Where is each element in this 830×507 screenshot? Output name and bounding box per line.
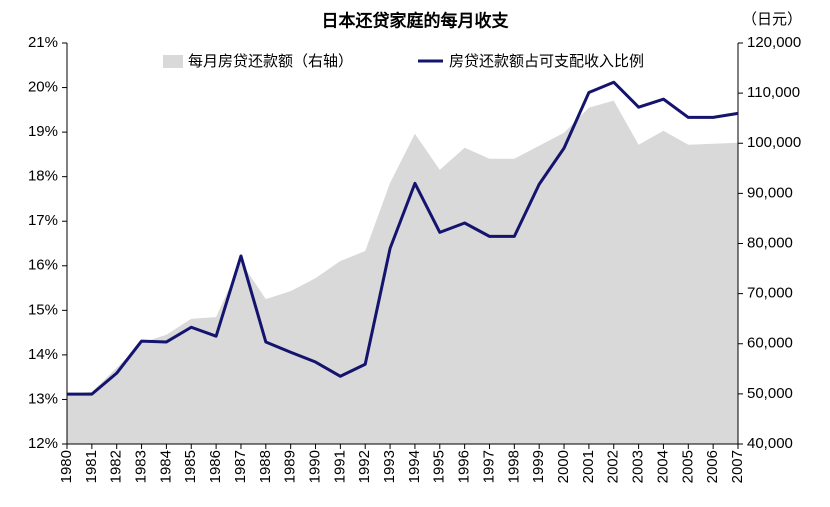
x-tick-label: 1995 (431, 450, 448, 483)
y2-tick-label: 100,000 (747, 134, 801, 151)
x-tick-label: 2000 (555, 450, 572, 483)
x-tick-label: 1991 (331, 450, 348, 483)
x-tick-label: 1998 (505, 450, 522, 483)
y-tick-label: 14% (28, 346, 58, 363)
x-tick-label: 1994 (406, 450, 423, 483)
x-tick-label: 1993 (381, 450, 398, 483)
legend-label: 房贷还款额占可支配收入比例 (449, 53, 644, 70)
x-tick-label: 1984 (157, 450, 174, 483)
y-tick-label: 16% (28, 257, 58, 274)
x-tick-label: 2002 (605, 450, 622, 483)
x-tick-label: 1983 (133, 450, 150, 483)
y2-tick-label: 110,000 (747, 84, 800, 101)
x-tick-label: 2004 (654, 450, 671, 483)
x-tick-label: 1997 (480, 450, 497, 483)
y2-tick-label: 40,000 (747, 435, 793, 452)
x-tick-label: 1986 (207, 450, 224, 483)
x-tick-label: 2005 (679, 450, 696, 483)
x-tick-label: 2007 (729, 450, 746, 483)
chart-title: 日本还贷家庭的每月收支 (322, 10, 510, 30)
y-tick-label: 19% (28, 123, 58, 140)
y-tick-label: 12% (28, 435, 58, 452)
x-tick-label: 1982 (108, 450, 125, 483)
y2-tick-label: 120,000 (747, 34, 801, 51)
y2-tick-label: 90,000 (747, 184, 793, 201)
y2-unit: （日元） (742, 11, 802, 28)
y-tick-label: 13% (28, 390, 58, 407)
x-tick-label: 1996 (456, 450, 473, 483)
x-tick-label: 1985 (182, 450, 199, 483)
y-tick-label: 21% (28, 34, 58, 51)
x-tick-label: 1987 (232, 450, 249, 483)
y2-tick-label: 80,000 (747, 234, 793, 251)
legend-swatch (163, 55, 183, 68)
x-tick-label: 2006 (704, 450, 721, 483)
x-tick-label: 1981 (83, 450, 100, 483)
y-tick-label: 15% (28, 301, 58, 318)
area (67, 100, 738, 445)
x-tick-label: 1988 (257, 450, 274, 483)
y2-tick-label: 70,000 (747, 285, 793, 302)
x-tick-label: 1980 (58, 450, 75, 483)
y-tick-label: 18% (28, 168, 58, 185)
y-tick-label: 20% (28, 79, 58, 96)
y2-tick-label: 60,000 (747, 335, 793, 352)
x-tick-label: 2003 (630, 450, 647, 483)
x-tick-label: 2001 (580, 450, 597, 483)
x-tick-label: 1990 (306, 450, 323, 483)
x-tick-label: 1992 (356, 450, 373, 483)
x-tick-label: 1999 (530, 450, 547, 483)
y2-tick-label: 50,000 (747, 385, 793, 402)
y-tick-label: 17% (28, 212, 58, 229)
x-tick-label: 1989 (282, 450, 299, 483)
line (67, 80, 739, 396)
legend-label: 每月房贷还款额（右轴） (188, 53, 353, 70)
